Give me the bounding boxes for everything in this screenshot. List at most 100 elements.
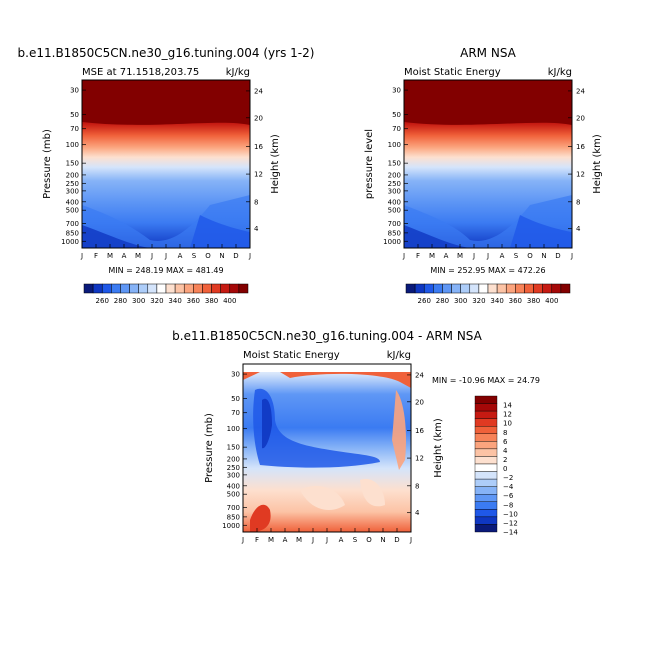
month-tick-label: A: [178, 252, 183, 260]
month-tick-label: M: [457, 252, 463, 260]
month-tick-label: S: [353, 536, 358, 544]
contour-field: [243, 364, 411, 532]
colorbar-swatch: [193, 283, 203, 294]
colorbar-swatch: [533, 283, 543, 294]
colorbar-swatch: [469, 283, 480, 294]
height-tick-label: 12: [576, 171, 585, 179]
month-tick-label: D: [555, 252, 560, 260]
colorbar-swatch: [211, 283, 221, 294]
panel-title: ARM NSA: [460, 46, 517, 60]
height-tick-label: 20: [576, 114, 585, 122]
height-tick-label: 16: [576, 143, 585, 151]
pressure-tick-label: 700: [388, 220, 401, 228]
colorbar-label: 4: [503, 447, 508, 455]
pressure-tick-label: 500: [227, 491, 240, 499]
colorbar-swatch: [414, 283, 425, 294]
colorbar-swatch: [220, 283, 231, 294]
panel-bottom: b.e11.B1850C5CN.ne30_g16.tuning.004 - AR…: [172, 329, 540, 544]
y-axis-title-right: Height (km): [433, 418, 444, 478]
pressure-tick-label: 250: [227, 464, 240, 472]
minmax-label: MIN = 248.19 MAX = 481.49: [108, 266, 223, 275]
y-axis-height: 24 20 16 12 8 4: [568, 87, 585, 233]
colorbar-top-right: 260 280 300 320 340 360 380 400: [405, 283, 571, 305]
pressure-tick-label: 300: [227, 471, 240, 479]
height-tick-label: 20: [254, 114, 263, 122]
colorbar-swatch: [111, 283, 121, 294]
height-tick-label: 24: [415, 371, 424, 379]
colorbar-swatch: [101, 283, 112, 294]
y-axis-height: 24 20 16 12 8 4: [246, 87, 263, 233]
pressure-tick-label: 30: [392, 87, 401, 95]
colorbar-swatch: [183, 283, 194, 294]
units-label: kJ/kg: [387, 350, 411, 361]
month-tick-label: S: [192, 252, 197, 260]
pressure-tick-label: 500: [66, 207, 79, 215]
colorbar-label: −2: [503, 474, 513, 482]
pressure-tick-label: 300: [66, 187, 79, 195]
colorbar-swatch: [202, 283, 212, 294]
month-tick-label: M: [107, 252, 113, 260]
colorbar-swatch: [129, 283, 139, 294]
colorbar-label: 400: [545, 297, 558, 305]
pressure-tick-label: 850: [227, 513, 240, 521]
pressure-tick-label: 1000: [222, 522, 240, 530]
colorbar-label: 14: [503, 402, 512, 410]
height-tick-label: 4: [254, 225, 259, 233]
height-tick-label: 8: [576, 198, 580, 206]
pressure-tick-label: 400: [227, 482, 240, 490]
y-axis-title-left: pressure level: [364, 129, 375, 199]
colorbar-label: 280: [114, 297, 127, 305]
colorbar-swatch: [474, 403, 498, 412]
height-tick-label: 24: [254, 87, 263, 95]
month-tick-label: N: [541, 252, 546, 260]
pressure-tick-label: 200: [227, 455, 240, 463]
colorbar-label: −12: [503, 519, 518, 527]
colorbar-swatch: [229, 283, 240, 294]
pressure-tick-label: 50: [392, 111, 401, 119]
colorbar-label: 380: [205, 297, 218, 305]
pressure-tick-label: 150: [66, 160, 79, 168]
colorbar-swatch: [474, 456, 498, 465]
month-tick-label: J: [570, 252, 573, 260]
colorbar-swatch: [238, 283, 249, 294]
colorbar-top-left: 260 280 300 320 340 360 380 400: [83, 283, 249, 305]
month-tick-label: F: [94, 252, 98, 260]
colorbar-swatch: [474, 486, 498, 495]
colorbar-label: 10: [503, 420, 512, 428]
pressure-tick-label: 400: [66, 198, 79, 206]
colorbar-swatch: [551, 283, 562, 294]
colorbar-swatch: [405, 283, 416, 294]
month-tick-label: A: [500, 252, 505, 260]
pressure-tick-label: 1000: [61, 238, 79, 246]
colorbar-label: 12: [503, 411, 512, 419]
panel-top-left: b.e11.B1850C5CN.ne30_g16.tuning.004 (yrs…: [18, 46, 315, 305]
colorbar-swatch: [478, 283, 489, 294]
colorbar-swatch: [474, 501, 498, 510]
colorbar-label: 320: [150, 297, 163, 305]
height-tick-label: 4: [576, 225, 581, 233]
colorbar-swatch: [474, 448, 498, 457]
height-tick-label: 8: [415, 482, 419, 490]
month-tick-label: F: [255, 536, 259, 544]
field-label: Moist Static Energy: [404, 67, 501, 78]
pressure-tick-label: 400: [388, 198, 401, 206]
month-tick-label: N: [219, 252, 224, 260]
colorbar-label: −4: [503, 483, 514, 491]
colorbar-swatch: [496, 283, 507, 294]
month-tick-label: J: [164, 252, 167, 260]
panel-title: b.e11.B1850C5CN.ne30_g16.tuning.004 - AR…: [172, 329, 482, 343]
colorbar-swatch: [474, 524, 498, 533]
units-label: kJ/kg: [226, 67, 250, 78]
colorbar-label: 0: [503, 465, 507, 473]
height-tick-label: 20: [415, 398, 424, 406]
pressure-tick-label: 70: [231, 409, 240, 417]
colorbar-label: 6: [503, 438, 508, 446]
colorbar-label: −10: [503, 510, 518, 518]
month-tick-label: A: [339, 536, 344, 544]
month-tick-label: J: [80, 252, 83, 260]
colorbar-swatch: [474, 463, 498, 472]
